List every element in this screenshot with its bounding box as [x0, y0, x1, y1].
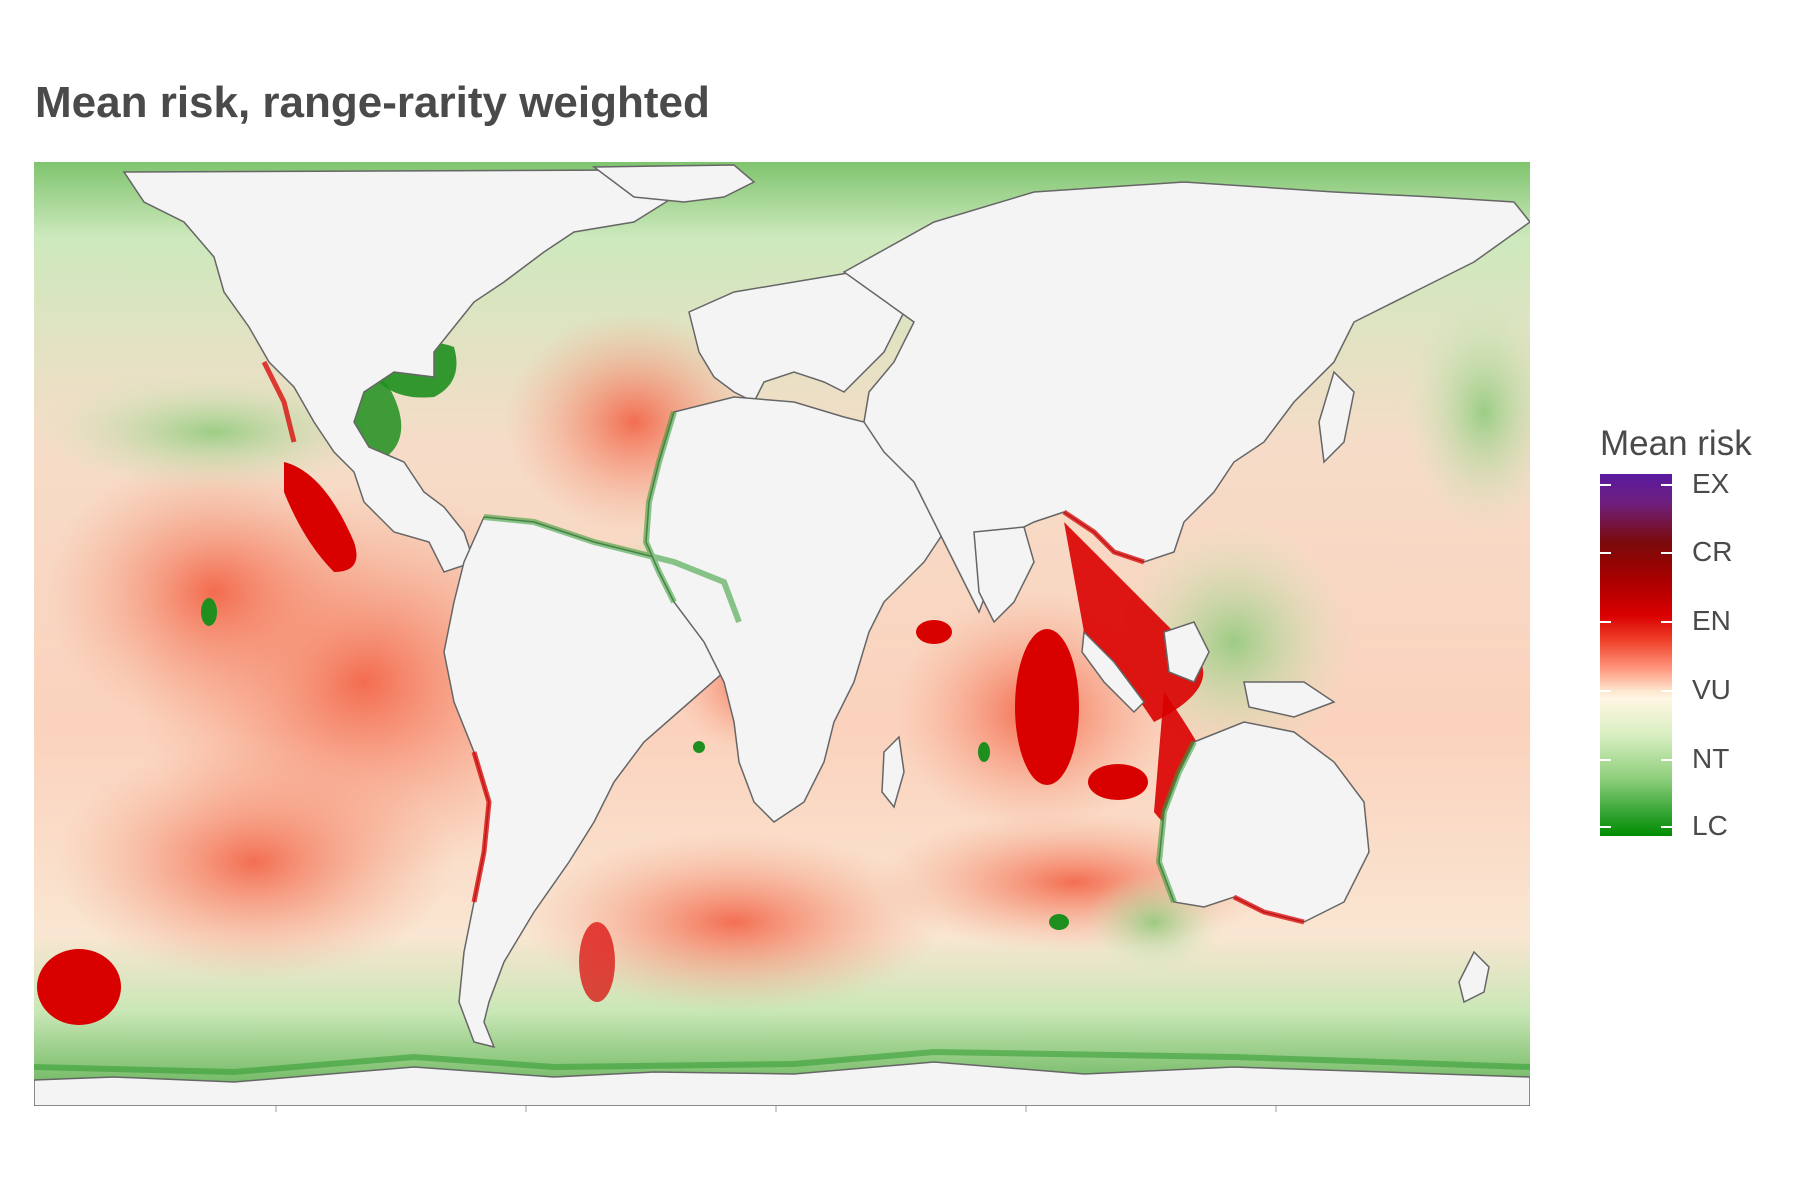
x-axis-tick — [775, 1106, 777, 1112]
legend-label-vu: VU — [1692, 674, 1731, 705]
x-axis-tick — [1025, 1106, 1027, 1112]
land-madagascar — [881, 735, 905, 809]
legend-label-nt: NT — [1692, 743, 1730, 774]
continents — [34, 164, 1530, 1106]
legend-label-cr: CR — [1692, 536, 1733, 567]
land-antarctica — [34, 1061, 1530, 1106]
world-risk-map — [34, 162, 1530, 1106]
legend-ticks — [1600, 474, 1672, 836]
plot-title: Mean risk, range-rarity weighted — [35, 78, 710, 127]
legend-label-en: EN — [1692, 605, 1731, 636]
land-new-guinea — [1243, 681, 1336, 718]
land-greenland — [591, 164, 756, 203]
land-north-america — [122, 169, 676, 573]
land-borneo — [1163, 621, 1210, 683]
coastal-fringes — [34, 411, 1530, 1076]
x-axis-tick — [275, 1106, 277, 1112]
x-axis-tick — [1275, 1106, 1277, 1112]
coastal-red-fringes — [261, 360, 1305, 925]
land-sumatra — [1081, 630, 1145, 714]
land-new-zealand — [1458, 950, 1490, 1004]
land-asia — [842, 181, 1530, 614]
legend-colorbar — [1600, 474, 1672, 836]
x-axis-tick — [525, 1106, 527, 1112]
legend-title: Mean risk — [1600, 424, 1752, 463]
map-svg — [34, 162, 1530, 1106]
land-europe — [688, 271, 936, 404]
legend: Mean risk EX CR EN VU NT LC — [1600, 424, 1780, 844]
legend-label-lc: LC — [1692, 810, 1728, 841]
legend-label-ex: EX — [1692, 468, 1730, 499]
land-india — [973, 526, 1035, 624]
land-japan — [1318, 370, 1355, 464]
